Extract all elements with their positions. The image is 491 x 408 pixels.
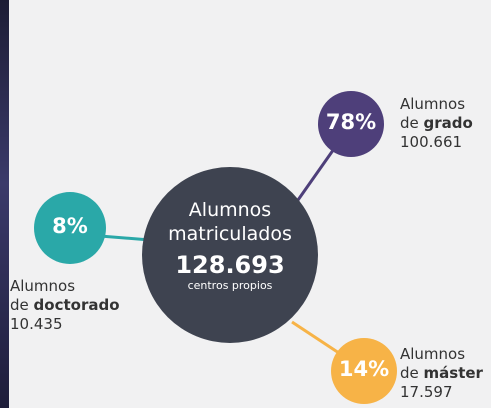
connector bbox=[99, 234, 151, 242]
label: Alumnos bbox=[400, 345, 466, 363]
count: 10.435 bbox=[10, 315, 63, 333]
label: Alumnos bbox=[400, 95, 466, 113]
node-circle bbox=[331, 338, 397, 404]
label-level: de doctorado bbox=[10, 296, 120, 315]
level: doctorado bbox=[33, 296, 120, 314]
prefix: de bbox=[10, 296, 29, 314]
node-label: Alumnos de máster 17.597 bbox=[400, 345, 483, 402]
level: grado bbox=[423, 114, 473, 132]
count: 17.597 bbox=[400, 383, 453, 401]
percent: 8% bbox=[52, 214, 88, 238]
node-circle bbox=[318, 91, 384, 157]
prefix: de bbox=[400, 114, 419, 132]
node-label: Alumnos de doctorado 10.435 bbox=[10, 277, 120, 334]
center-note: centros propios bbox=[187, 279, 273, 292]
label-level: de máster bbox=[400, 364, 483, 383]
percent: 78% bbox=[325, 110, 377, 134]
connector bbox=[296, 145, 338, 201]
count: 100.661 bbox=[400, 133, 463, 151]
center-text: Alumnos matriculados 128.693 centros pro… bbox=[142, 198, 318, 292]
background-strip bbox=[0, 0, 9, 408]
center-line: Alumnos bbox=[188, 199, 272, 221]
prefix: de bbox=[400, 364, 419, 382]
center-total: 128.693 bbox=[175, 251, 285, 279]
center-line: matriculados bbox=[168, 223, 292, 245]
node-label: Alumnos de grado 100.661 bbox=[400, 95, 473, 152]
center-circle bbox=[142, 167, 318, 343]
node-circle bbox=[34, 192, 106, 264]
label: Alumnos bbox=[10, 277, 76, 295]
connector bbox=[291, 320, 343, 357]
level: máster bbox=[423, 364, 483, 382]
label-level: de grado bbox=[400, 114, 473, 133]
percent: 14% bbox=[338, 357, 390, 381]
